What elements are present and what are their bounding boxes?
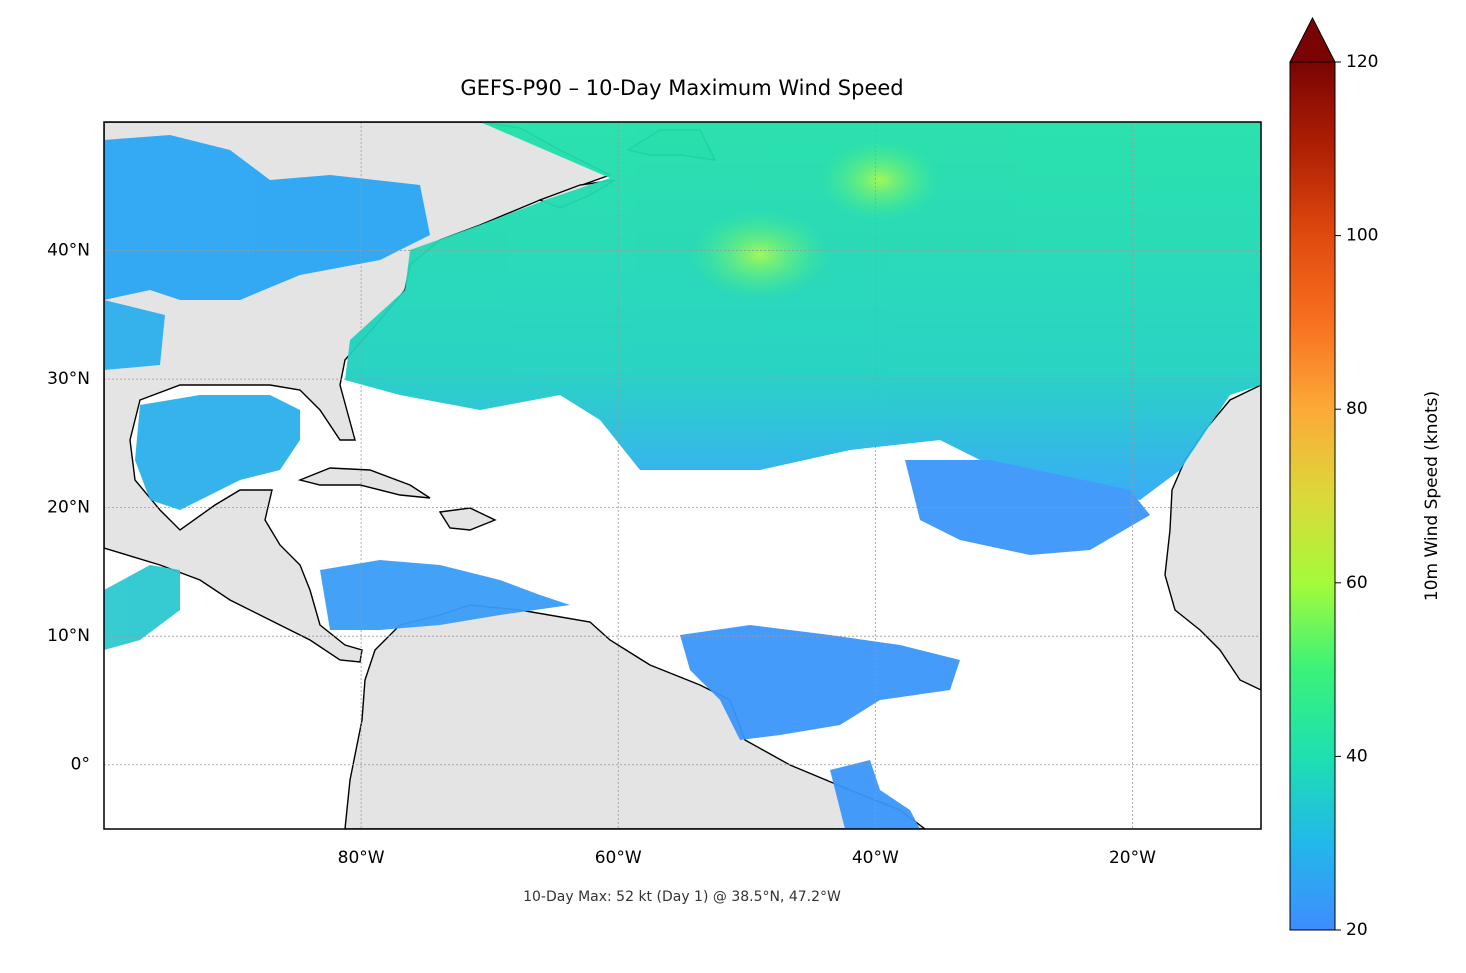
wind-field (104, 122, 1261, 829)
wind-region (104, 565, 180, 650)
colorbar-tick-label: 100 (1346, 226, 1378, 246)
colorbar-tick-label: 60 (1346, 573, 1368, 593)
colorbar-frame (1289, 61, 1336, 931)
wind-region (345, 122, 1261, 500)
x-tick-label: 40°W (852, 848, 899, 868)
wind-region (320, 560, 570, 630)
x-tick-label: 80°W (338, 848, 385, 868)
x-tick-label: 20°W (1109, 848, 1156, 868)
colorbar-tick-label: 40 (1346, 746, 1368, 766)
wind-region (680, 625, 960, 740)
x-tick-label: 60°W (595, 848, 642, 868)
y-tick-label: 30°N (47, 369, 90, 389)
colorbar-tick-label: 20 (1346, 920, 1368, 940)
colorbar (1290, 62, 1335, 930)
wind-maximum (690, 210, 830, 300)
chart-title: GEFS-P90 – 10-Day Maximum Wind Speed (460, 76, 903, 100)
y-tick-label: 20°N (47, 498, 90, 518)
grid (104, 122, 1261, 829)
y-tick-label: 10°N (47, 626, 90, 646)
wind-region (905, 460, 1150, 555)
land-hispaniola (438, 507, 497, 531)
colorbar-extend (1289, 16, 1336, 63)
map (104, 122, 1261, 829)
wind-region (135, 395, 300, 510)
annotation: 10-Day Max: 52 kt (Day 1) @ 38.5°N, 47.2… (523, 889, 841, 905)
land-cuba (297, 467, 431, 499)
y-tick-label: 0° (71, 755, 90, 775)
colorbar-label: 10m Wind Speed (knots) (1422, 391, 1442, 601)
map-frame (103, 121, 1262, 830)
colorbar-tick-label: 80 (1346, 399, 1368, 419)
colorbar-tick-label: 120 (1346, 52, 1378, 72)
y-tick-label: 40°N (47, 241, 90, 261)
wind-region (104, 135, 430, 300)
wind-region (820, 140, 940, 220)
wind-region (104, 300, 165, 370)
